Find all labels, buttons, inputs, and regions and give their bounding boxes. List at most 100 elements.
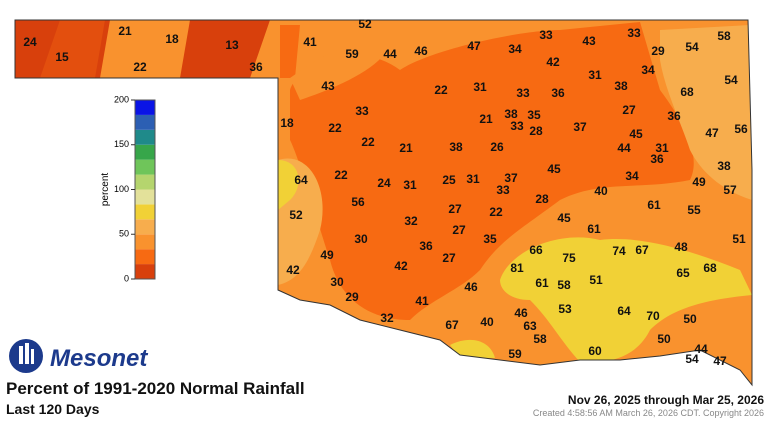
station-value: 22 <box>334 168 348 182</box>
legend-swatch <box>135 234 155 250</box>
station-value: 55 <box>687 203 701 217</box>
station-value: 34 <box>508 42 522 56</box>
station-value: 32 <box>404 214 418 228</box>
station-value: 67 <box>635 243 649 257</box>
station-value: 30 <box>354 232 368 246</box>
station-value: 13 <box>225 38 239 52</box>
station-value: 46 <box>514 306 528 320</box>
station-value: 36 <box>667 109 681 123</box>
station-value: 31 <box>403 178 417 192</box>
station-value: 49 <box>320 248 334 262</box>
station-value: 31 <box>473 80 487 94</box>
station-value: 36 <box>650 152 664 166</box>
station-value: 22 <box>489 205 503 219</box>
station-value: 27 <box>452 223 466 237</box>
station-value: 56 <box>351 195 365 209</box>
station-value: 61 <box>535 276 549 290</box>
station-value: 24 <box>23 35 37 49</box>
station-value: 29 <box>651 44 665 58</box>
state-outline <box>14 19 753 387</box>
station-value: 51 <box>732 232 746 246</box>
logo-text: Mesonet <box>50 345 148 372</box>
station-value: 43 <box>582 34 596 48</box>
station-value: 45 <box>547 162 561 176</box>
date-range: Nov 26, 2025 through Mar 25, 2026 <box>568 393 764 407</box>
legend-swatch <box>135 219 155 235</box>
station-value: 46 <box>414 44 428 58</box>
station-value: 54 <box>724 73 738 87</box>
station-value: 64 <box>294 173 308 187</box>
station-value: 74 <box>612 244 626 258</box>
station-value: 21 <box>479 112 493 126</box>
station-value: 33 <box>355 104 369 118</box>
station-value: 29 <box>345 290 359 304</box>
station-value: 42 <box>394 259 408 273</box>
station-value: 59 <box>345 47 359 61</box>
station-value: 34 <box>625 169 639 183</box>
station-value: 75 <box>562 251 576 265</box>
station-value: 45 <box>557 211 571 225</box>
station-value: 61 <box>647 198 661 212</box>
station-value: 40 <box>594 184 608 198</box>
station-value: 18 <box>165 32 179 46</box>
station-value: 58 <box>557 278 571 292</box>
station-value: 58 <box>717 29 731 43</box>
station-value: 53 <box>558 302 572 316</box>
station-value: 44 <box>617 141 631 155</box>
station-value: 28 <box>529 124 543 138</box>
legend-swatch <box>135 159 155 175</box>
station-value: 61 <box>587 222 601 236</box>
station-value: 43 <box>321 79 335 93</box>
station-value: 45 <box>629 127 643 141</box>
station-value: 42 <box>286 263 300 277</box>
subtitle: Last 120 Days <box>6 401 100 417</box>
station-value: 47 <box>467 39 481 53</box>
station-value: 65 <box>676 266 690 280</box>
station-value: 40 <box>480 315 494 329</box>
station-value: 50 <box>657 332 671 346</box>
legend-swatch <box>135 264 155 279</box>
station-value: 15 <box>55 50 69 64</box>
station-value: 60 <box>588 344 602 358</box>
station-value: 18 <box>280 116 294 130</box>
station-value: 47 <box>713 354 727 368</box>
station-value: 37 <box>573 120 587 134</box>
station-value: 57 <box>723 183 737 197</box>
station-value: 22 <box>133 60 147 74</box>
legend-swatch <box>135 249 155 265</box>
station-value: 66 <box>529 243 543 257</box>
legend-swatch <box>135 174 155 190</box>
legend-swatch <box>135 189 155 205</box>
station-value: 70 <box>646 309 660 323</box>
legend-swatch <box>135 114 155 130</box>
station-value: 30 <box>330 275 344 289</box>
station-value: 68 <box>703 261 717 275</box>
station-value: 35 <box>527 108 541 122</box>
station-value: 56 <box>734 122 748 136</box>
station-value: 27 <box>622 103 636 117</box>
station-value: 44 <box>383 47 397 61</box>
station-value: 22 <box>434 83 448 97</box>
station-value: 42 <box>546 55 560 69</box>
station-value: 54 <box>685 40 699 54</box>
legend-tick-label: 150 <box>114 139 129 149</box>
legend-tick-label: 200 <box>114 94 129 104</box>
station-value: 41 <box>303 35 317 49</box>
station-value: 21 <box>399 141 413 155</box>
logo: Mesonet <box>9 339 148 373</box>
station-value: 33 <box>516 86 530 100</box>
station-value: 33 <box>496 183 510 197</box>
station-value: 38 <box>614 79 628 93</box>
legend-swatch <box>135 204 155 220</box>
station-value: 36 <box>419 239 433 253</box>
station-value: 41 <box>415 294 429 308</box>
legend-swatch <box>135 100 155 115</box>
legend-tick-label: 50 <box>119 229 129 239</box>
station-value: 59 <box>508 347 522 361</box>
station-value: 32 <box>380 311 394 325</box>
station-value: 33 <box>510 119 524 133</box>
station-value: 34 <box>641 63 655 77</box>
station-value: 38 <box>717 159 731 173</box>
